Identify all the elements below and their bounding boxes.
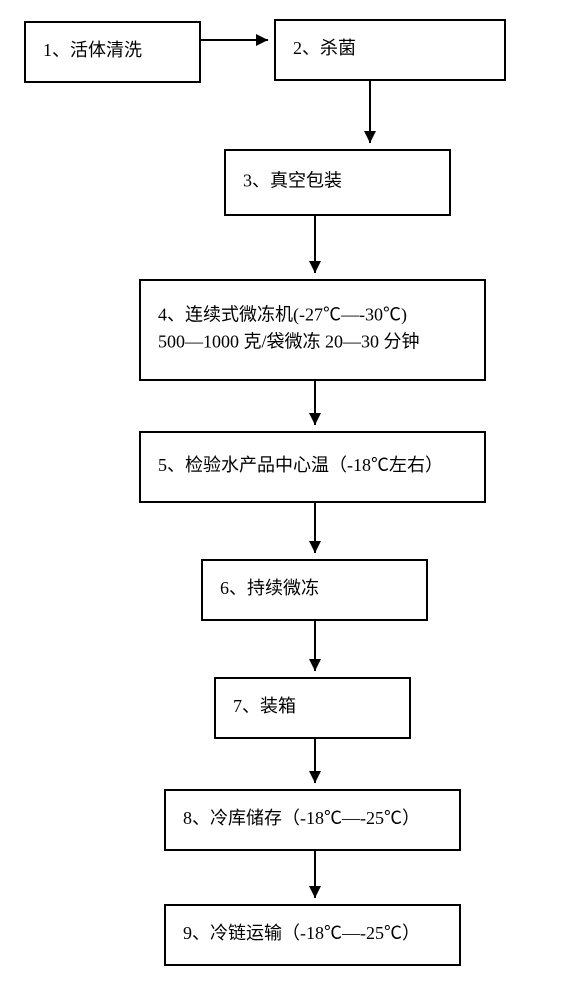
flow-node-label: 6、持续微冻 — [220, 578, 319, 598]
flow-arrow — [309, 502, 321, 553]
flow-node-label: 5、检验水产品中心温（-18℃左右） — [158, 455, 443, 475]
flow-node-label: 7、装箱 — [233, 696, 296, 716]
flow-node: 8、冷库储存（-18℃—-25℃） — [165, 790, 460, 850]
flow-arrow — [309, 215, 321, 273]
flow-node: 7、装箱 — [215, 678, 410, 738]
flow-node: 4、连续式微冻机(-27℃—-30℃) 500—1000 克/袋微冻 20—30 … — [140, 280, 485, 380]
flow-node: 1、活体清洗 — [25, 22, 200, 82]
flow-node: 5、检验水产品中心温（-18℃左右） — [140, 432, 485, 502]
flow-node-label: 4、连续式微冻机(-27℃—-30℃) — [158, 305, 407, 326]
flow-node-label: 2、杀菌 — [293, 38, 356, 58]
flow-node-label: 8、冷库储存（-18℃—-25℃） — [183, 808, 420, 828]
flow-node-label: 1、活体清洗 — [43, 40, 142, 60]
flow-arrow — [200, 34, 268, 46]
flow-node: 6、持续微冻 — [202, 560, 427, 620]
flow-node-label: 9、冷链运输（-18℃—-25℃） — [183, 923, 420, 943]
flow-node: 3、真空包装 — [225, 150, 450, 215]
flow-arrow — [309, 738, 321, 783]
flow-arrow — [309, 620, 321, 671]
flow-node-label: 3、真空包装 — [243, 171, 342, 191]
flow-arrow — [309, 850, 321, 898]
flow-node: 2、杀菌 — [275, 20, 505, 80]
flow-node-label: 500—1000 克/袋微冻 20—30 分钟 — [158, 332, 420, 352]
flow-arrow — [309, 380, 321, 425]
flowchart-canvas: 1、活体清洗 2、杀菌 3、真空包装 4、连续式微冻机(-27℃—-30℃) 500—1… — [0, 0, 580, 1000]
flow-node: 9、冷链运输（-18℃—-25℃） — [165, 905, 460, 965]
flow-arrow — [364, 80, 376, 143]
